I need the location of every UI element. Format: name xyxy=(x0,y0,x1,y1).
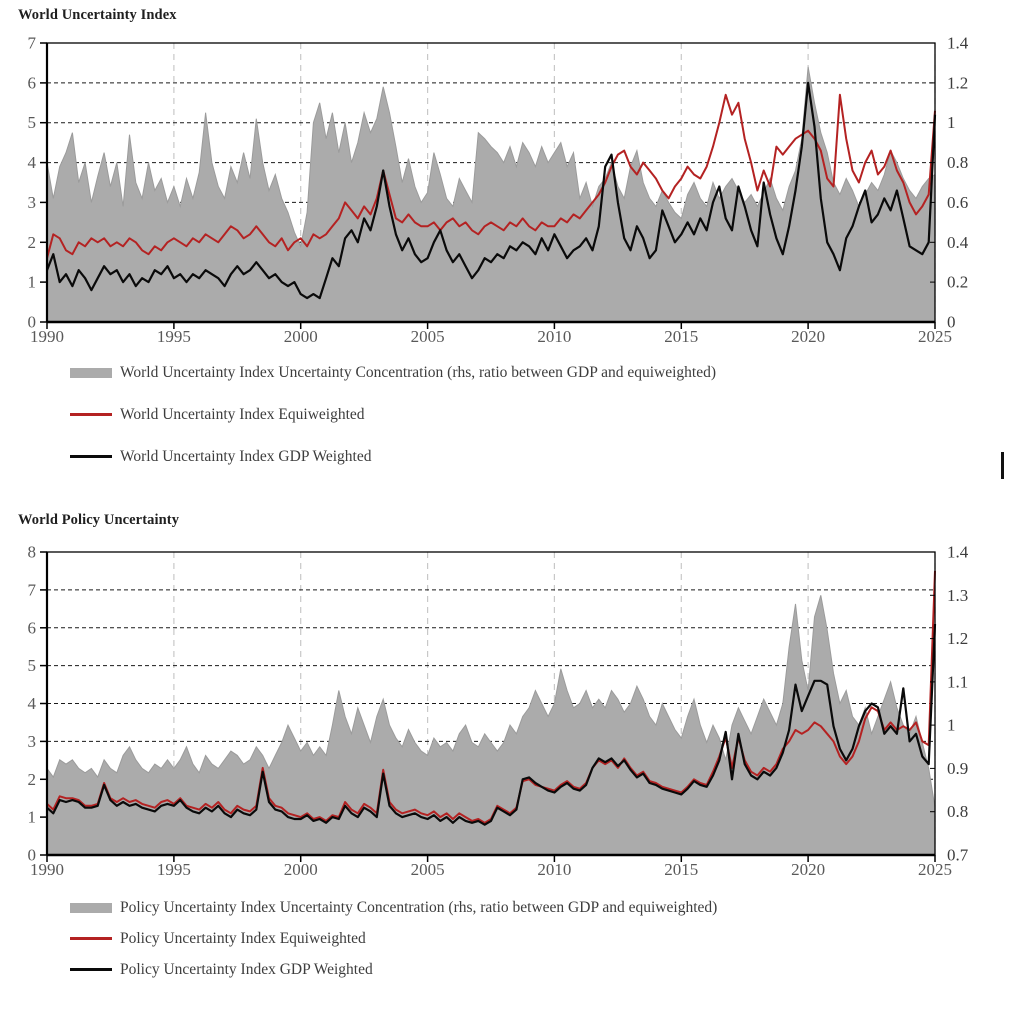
svg-text:2000: 2000 xyxy=(284,327,318,346)
chart-title-world-policy-uncertainty: World Policy Uncertainty xyxy=(18,512,180,528)
area-swatch-icon xyxy=(70,902,112,913)
svg-text:7: 7 xyxy=(28,580,37,599)
svg-text:0.8: 0.8 xyxy=(947,153,968,172)
chart-title-world-uncertainty-index: World Uncertainty Index xyxy=(18,7,177,23)
world-policy-uncertainty-plot: 0 1 2 3 4 5 6 7 8 0.7 0.8 0.9 1 1.1 1.2 1.3 1.4 1990 1995 2… xyxy=(28,543,969,880)
legend-label: Policy Uncertainty Index Uncertainty Con… xyxy=(120,898,718,916)
svg-text:0.2: 0.2 xyxy=(947,273,968,292)
legend-item-equiweighted: World Uncertainty Index Equiweighted xyxy=(70,404,716,425)
text-cursor-artifact xyxy=(1001,452,1004,479)
svg-text:2020: 2020 xyxy=(791,327,825,346)
svg-text:1.1: 1.1 xyxy=(947,672,968,691)
legend-label: Policy Uncertainty Index Equiweighted xyxy=(120,929,366,947)
line-swatch-icon xyxy=(70,413,112,416)
legend-item-concentration: Policy Uncertainty Index Uncertainty Con… xyxy=(70,897,717,918)
svg-text:4: 4 xyxy=(28,153,37,172)
svg-text:1995: 1995 xyxy=(157,327,191,346)
world-uncertainty-index-plot: 0 1 2 3 4 5 6 7 0 0.2 0.4 0.6 0.8 1 1.2 1.4 1990 1995 2000… xyxy=(28,34,969,347)
svg-text:0.7: 0.7 xyxy=(947,846,969,865)
svg-text:1.4: 1.4 xyxy=(947,34,969,53)
svg-text:1.3: 1.3 xyxy=(947,586,968,605)
svg-text:2025: 2025 xyxy=(918,327,952,346)
svg-text:2020: 2020 xyxy=(791,860,825,879)
svg-text:1.2: 1.2 xyxy=(947,629,968,648)
svg-text:7: 7 xyxy=(28,34,37,53)
world-policy-uncertainty-chart: World Policy Uncertainty 0 1 2 3 4 5 6 7 8 0.7 0.8… xyxy=(0,505,1024,1015)
svg-text:1: 1 xyxy=(28,273,37,292)
svg-text:6: 6 xyxy=(28,73,37,92)
svg-text:0: 0 xyxy=(28,846,37,865)
svg-text:5: 5 xyxy=(28,113,37,132)
svg-text:2025: 2025 xyxy=(918,860,952,879)
legend-item-gdp-weighted: World Uncertainty Index GDP Weighted xyxy=(70,446,716,467)
svg-text:3: 3 xyxy=(28,193,37,212)
svg-text:0.8: 0.8 xyxy=(947,802,968,821)
svg-text:3: 3 xyxy=(28,732,37,751)
svg-text:0: 0 xyxy=(947,313,956,332)
svg-text:2000: 2000 xyxy=(284,860,318,879)
svg-text:0.4: 0.4 xyxy=(947,233,969,252)
svg-text:2010: 2010 xyxy=(537,860,571,879)
line-swatch-icon xyxy=(70,455,112,458)
svg-text:0: 0 xyxy=(28,313,37,332)
svg-text:2015: 2015 xyxy=(664,327,698,346)
legend-item-equiweighted: Policy Uncertainty Index Equiweighted xyxy=(70,928,717,949)
svg-text:5: 5 xyxy=(28,656,37,675)
svg-text:1: 1 xyxy=(947,716,956,735)
svg-text:8: 8 xyxy=(28,543,37,562)
svg-text:2005: 2005 xyxy=(411,860,445,879)
legend-label: World Uncertainty Index Equiweighted xyxy=(120,405,365,423)
legend-label: World Uncertainty Index Uncertainty Conc… xyxy=(120,363,717,381)
svg-text:4: 4 xyxy=(28,694,37,713)
svg-text:2010: 2010 xyxy=(537,327,571,346)
legend-label: World Uncertainty Index GDP Weighted xyxy=(120,447,372,465)
svg-text:2015: 2015 xyxy=(664,860,698,879)
area-swatch-icon xyxy=(70,367,112,378)
svg-text:1990: 1990 xyxy=(30,327,64,346)
legend-label: Policy Uncertainty Index GDP Weighted xyxy=(120,960,373,978)
svg-text:1.4: 1.4 xyxy=(947,543,969,562)
svg-text:0.6: 0.6 xyxy=(947,193,968,212)
svg-text:2: 2 xyxy=(28,770,37,789)
svg-text:1990: 1990 xyxy=(30,860,64,879)
world-uncertainty-index-chart: World Uncertainty Index 0 1 2 3 4 5 6 7 0 0.2 0.4 0… xyxy=(0,0,1024,505)
legend-world-policy-uncertainty: Policy Uncertainty Index Uncertainty Con… xyxy=(70,897,717,980)
svg-text:1995: 1995 xyxy=(157,860,191,879)
svg-text:2005: 2005 xyxy=(411,327,445,346)
legend-item-gdp-weighted: Policy Uncertainty Index GDP Weighted xyxy=(70,959,717,980)
legend-item-concentration: World Uncertainty Index Uncertainty Conc… xyxy=(70,362,716,383)
svg-text:1: 1 xyxy=(28,808,37,827)
svg-text:2: 2 xyxy=(28,233,37,252)
line-swatch-icon xyxy=(70,937,112,940)
svg-text:6: 6 xyxy=(28,618,37,637)
line-swatch-icon xyxy=(70,968,112,971)
svg-text:1: 1 xyxy=(947,113,956,132)
svg-text:1.2: 1.2 xyxy=(947,73,968,92)
legend-world-uncertainty-index: World Uncertainty Index Uncertainty Conc… xyxy=(70,362,716,467)
svg-text:0.9: 0.9 xyxy=(947,759,968,778)
